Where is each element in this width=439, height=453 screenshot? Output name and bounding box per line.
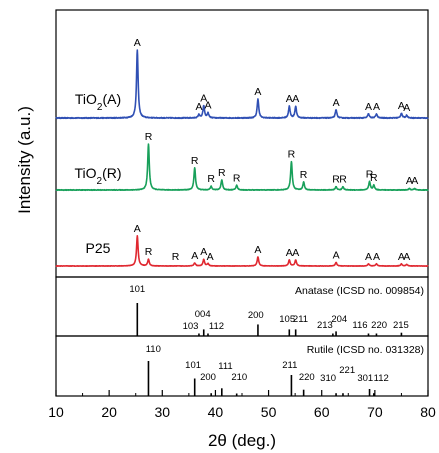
x-tick-label: 50 bbox=[261, 404, 277, 420]
peak-label: A bbox=[200, 246, 207, 258]
x-tick-label: 30 bbox=[154, 404, 170, 420]
hkl-label: 301 bbox=[357, 373, 373, 384]
series-name: TiO2(R) bbox=[74, 165, 121, 187]
hkl-label: 111 bbox=[218, 361, 232, 372]
peak-label: A bbox=[286, 93, 293, 105]
hkl-label: 210 bbox=[231, 372, 247, 383]
peak-label: R bbox=[332, 174, 340, 186]
hkl-label: 220 bbox=[299, 372, 315, 383]
x-axis-title: 2θ (deg.) bbox=[208, 431, 276, 450]
peak-label: R bbox=[339, 174, 347, 186]
reference-title: Anatase (ICSD no. 009854) bbox=[295, 285, 424, 297]
peak-label: R bbox=[207, 173, 215, 185]
peak-label: R bbox=[233, 172, 241, 184]
peak-label: A bbox=[373, 251, 380, 263]
x-axis: 10 20 30 40 50 60 70 80 bbox=[48, 390, 436, 420]
hkl-label: 204 bbox=[331, 314, 347, 325]
peak-label: A bbox=[333, 97, 340, 109]
hkl-label: 101 bbox=[129, 284, 145, 295]
hkl-label: 200 bbox=[200, 372, 216, 383]
peak-label: A bbox=[403, 251, 410, 263]
peak-label: A bbox=[286, 247, 293, 259]
hkl-label: 221 bbox=[339, 365, 355, 376]
peak-label: A bbox=[134, 37, 141, 49]
series-line-0 bbox=[55, 49, 429, 120]
hkl-label: 211 bbox=[282, 360, 297, 371]
series-name: TiO2(A) bbox=[75, 91, 121, 113]
series-line-2 bbox=[55, 235, 429, 267]
peak-label: A bbox=[365, 251, 372, 263]
peak-label: R bbox=[145, 246, 153, 258]
peak-label: A bbox=[200, 92, 207, 104]
peak-label: A bbox=[134, 223, 141, 235]
x-tick-label: 40 bbox=[208, 404, 224, 420]
peak-label: A bbox=[403, 102, 410, 114]
hkl-label: 103 bbox=[183, 321, 199, 332]
peak-label: A bbox=[398, 100, 405, 112]
peak-label: A bbox=[292, 93, 299, 105]
x-tick-label: 10 bbox=[48, 404, 64, 420]
peak-label: A bbox=[204, 100, 211, 112]
peak-label: R bbox=[288, 148, 296, 160]
hkl-label: 101 bbox=[185, 360, 201, 371]
peak-label: R bbox=[145, 131, 153, 143]
peak-label: A bbox=[373, 101, 380, 113]
hkl-label: 116 bbox=[352, 320, 367, 331]
peak-label: A bbox=[195, 101, 202, 113]
peak-label: R bbox=[300, 169, 308, 181]
hkl-label: 310 bbox=[320, 373, 336, 384]
x-tick-label: 80 bbox=[420, 404, 436, 420]
pattern-panel bbox=[55, 9, 429, 278]
peak-label: A bbox=[191, 250, 198, 262]
reference-title: Rutile (ICSD no. 031328) bbox=[307, 344, 424, 356]
hkl-label: 211 bbox=[293, 314, 308, 325]
peak-label: A bbox=[365, 101, 372, 113]
x-tick-label: 20 bbox=[101, 404, 117, 420]
y-axis-title: Intensity (a.u.) bbox=[15, 106, 34, 214]
peak-label: A bbox=[207, 251, 214, 263]
hkl-label: 110 bbox=[146, 344, 161, 355]
peak-label: A bbox=[254, 86, 261, 98]
peak-label: A bbox=[398, 251, 405, 263]
hkl-label: 004 bbox=[195, 309, 211, 320]
series-line-1 bbox=[55, 143, 429, 192]
hkl-label: 220 bbox=[371, 320, 387, 331]
panel-frames bbox=[55, 9, 429, 397]
peak-label: A bbox=[333, 249, 340, 261]
x-tick-label: 70 bbox=[367, 404, 383, 420]
hkl-label: 112 bbox=[374, 373, 389, 384]
peak-label: A bbox=[292, 247, 299, 259]
peak-label: R bbox=[366, 169, 374, 181]
series-name: P25 bbox=[86, 240, 111, 256]
peak-label: R bbox=[370, 172, 378, 184]
peak-label: A bbox=[254, 244, 261, 256]
peak-label: R bbox=[218, 167, 226, 179]
peak-label: R bbox=[172, 251, 180, 263]
x-tick-label: 60 bbox=[314, 404, 330, 420]
hkl-label: 200 bbox=[248, 310, 264, 321]
peak-label: A bbox=[411, 175, 418, 187]
peak-label: A bbox=[406, 175, 413, 187]
reference-panels: Anatase (ICSD no. 009854)101103004112200… bbox=[129, 284, 424, 396]
hkl-label: 112 bbox=[209, 321, 224, 332]
hkl-label: 105 bbox=[279, 314, 295, 325]
hkl-label: 213 bbox=[317, 320, 333, 331]
peak-label: R bbox=[191, 155, 199, 167]
hkl-label: 215 bbox=[393, 320, 409, 331]
